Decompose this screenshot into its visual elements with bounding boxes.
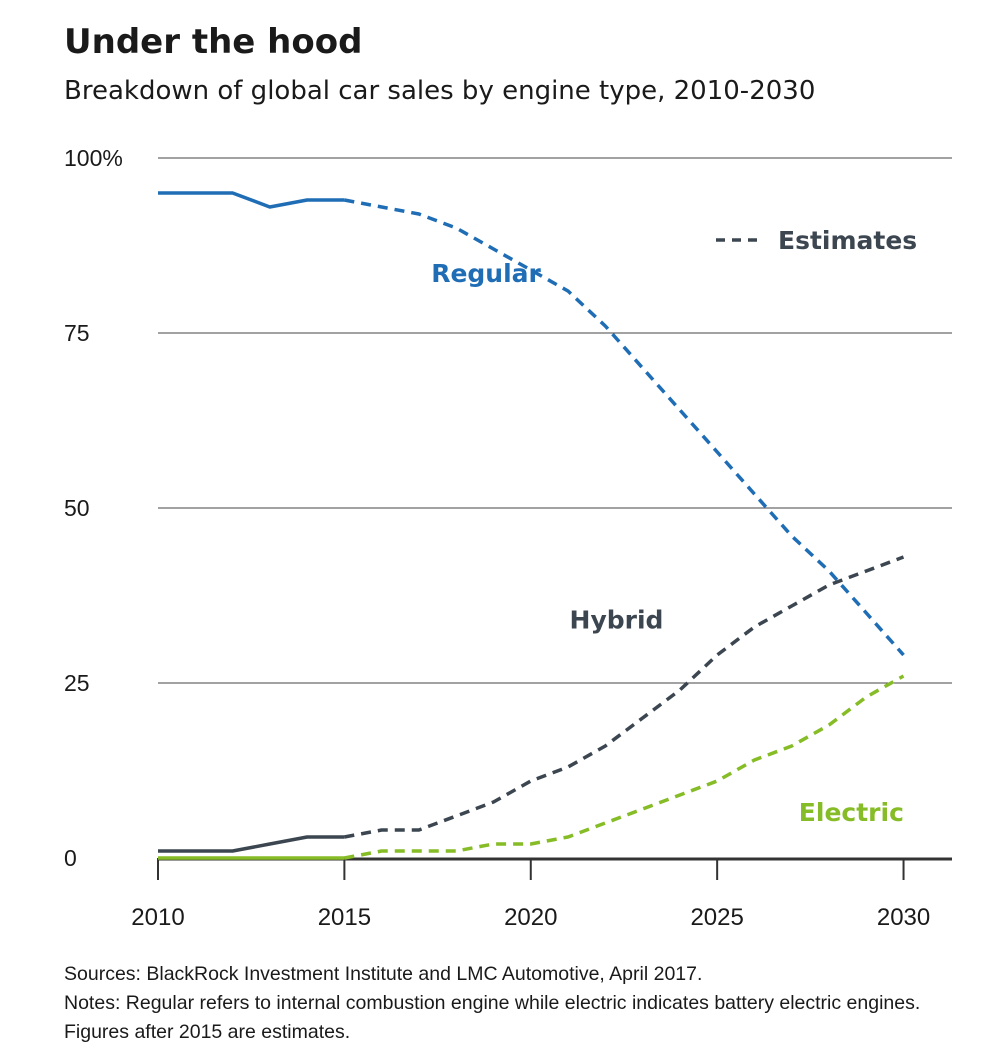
y-tick-label-50: 50 — [64, 495, 90, 521]
series-label-regular: Regular — [431, 259, 541, 288]
series-lines — [158, 191, 905, 860]
chart-title: Under the hood — [64, 22, 363, 62]
series-labels: Regular Hybrid Electric — [431, 259, 904, 827]
x-tick-label-2020: 2020 — [504, 904, 557, 931]
chart-subtitle: Breakdown of global car sales by engine … — [64, 76, 816, 106]
x-axis: 2010 2015 2020 2025 2030 — [131, 857, 952, 931]
series-regular-estimate — [344, 198, 905, 657]
sources-note: Sources: BlackRock Investment Institute … — [64, 963, 703, 985]
grid-lines — [158, 157, 952, 684]
series-label-hybrid: Hybrid — [570, 605, 664, 634]
x-tick-label-2015: 2015 — [318, 904, 371, 931]
legend-label-estimates: Estimates — [778, 226, 917, 255]
series-electric-estimate — [344, 674, 905, 860]
y-tick-label-0: 0 — [64, 845, 77, 871]
footnotes: Sources: BlackRock Investment Institute … — [64, 960, 964, 1047]
y-tick-label-25: 25 — [64, 670, 90, 696]
series-regular-actual — [158, 191, 345, 209]
x-tick-label-2010: 2010 — [131, 904, 184, 931]
legend: Estimates — [716, 226, 917, 255]
y-axis: 0 25 50 75 100% — [64, 145, 123, 871]
series-label-electric: Electric — [799, 798, 904, 827]
y-tick-label-75: 75 — [64, 320, 90, 346]
y-tick-label-100: 100% — [64, 145, 123, 171]
line-chart: 0 25 50 75 100% 2010 2015 2020 2025 2030 Regular… — [64, 145, 952, 931]
series-hybrid-estimate — [344, 555, 905, 839]
x-tick-label-2030: 2030 — [877, 904, 930, 931]
x-tick-label-2025: 2025 — [690, 904, 743, 931]
notes-text: Notes: Regular refers to internal combus… — [64, 992, 921, 1043]
series-hybrid-actual — [158, 835, 345, 853]
